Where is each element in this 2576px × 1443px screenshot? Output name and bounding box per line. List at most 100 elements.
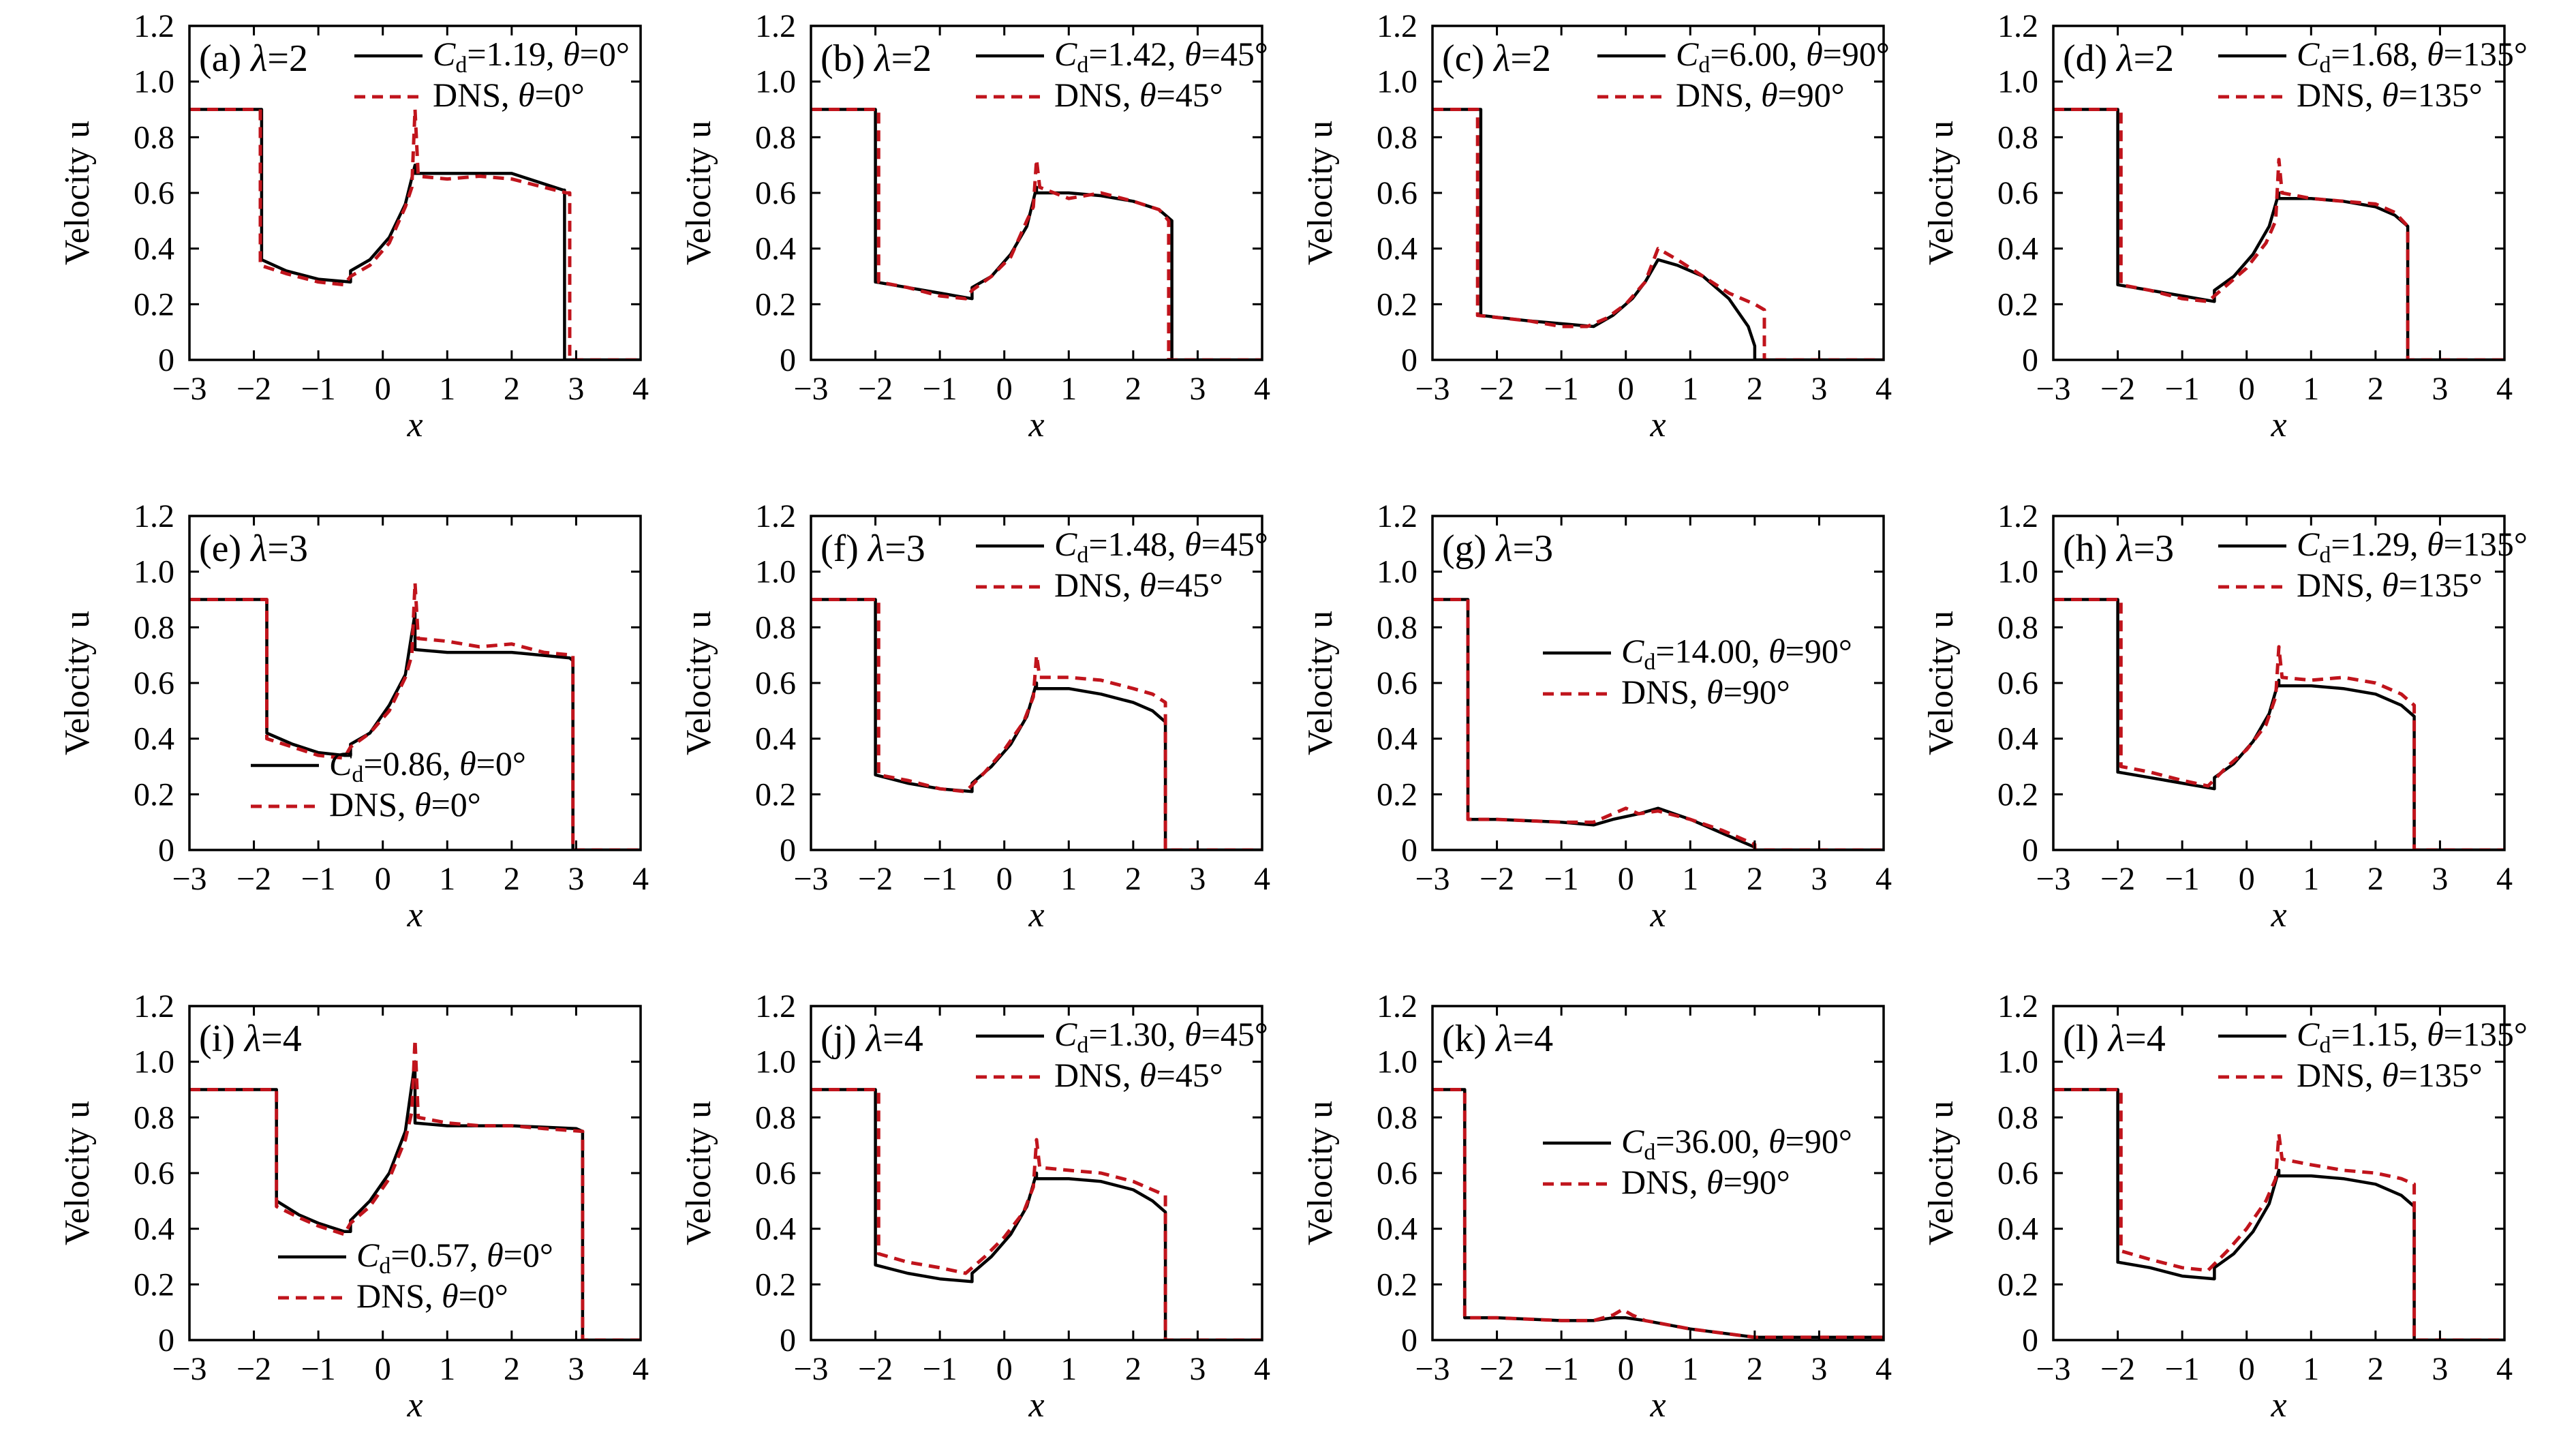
- legend-model-label: Cd=6.00, θ=90°: [1676, 35, 1890, 78]
- y-axis-label: Velocity u: [679, 1101, 718, 1245]
- x-tick-label: −3: [1415, 861, 1450, 897]
- panel-d: −3 −2 −1 0 1 2 3 4 0 0.2 0.4 0.6 0.8 1.0 1.2 x Velocity …: [1922, 8, 2528, 444]
- legend-cd-symbol: C: [2297, 1015, 2320, 1053]
- y-tick-label: 1.2: [755, 8, 796, 44]
- legend-cd-value: =6.00,: [1710, 35, 1806, 73]
- legend-model-label: Cd=0.86, θ=0°: [329, 744, 526, 787]
- legend-theta-symbol: θ: [1184, 1015, 1201, 1053]
- panel-letter: (j): [821, 1018, 866, 1060]
- lambda-symbol: λ: [873, 37, 891, 80]
- legend-dns-label: DNS, θ=135°: [2297, 76, 2483, 114]
- model-series-line: [811, 1088, 1262, 1340]
- x-tick-label: −2: [2100, 371, 2135, 407]
- x-tick-label: 0: [375, 1351, 391, 1387]
- y-tick-label: 1.2: [1997, 988, 2038, 1024]
- dns-series-line: [2053, 1088, 2504, 1340]
- x-tick-label: −1: [1544, 861, 1579, 897]
- legend-cd-value: =0.57,: [390, 1236, 487, 1274]
- y-axis-label-text: Velocity u: [679, 121, 718, 265]
- legend-model-label: Cd=1.42, θ=45°: [1054, 35, 1268, 78]
- x-tick-label: 0: [996, 1351, 1013, 1387]
- panel-letter: (e): [199, 528, 251, 570]
- legend-dns-label: DNS, θ=0°: [433, 76, 585, 114]
- panel-letter: (i): [199, 1018, 245, 1060]
- x-tick-label: 4: [2496, 1351, 2513, 1387]
- y-tick-label: 1.2: [1997, 498, 2038, 534]
- y-tick-label: 0.8: [134, 609, 174, 645]
- legend: Cd=1.30, θ=45°DNS, θ=45°: [976, 1015, 1268, 1094]
- series-group: [1432, 108, 1884, 360]
- y-axis-label: Velocity u: [1301, 611, 1340, 755]
- x-tick-label: −3: [793, 861, 828, 897]
- y-axis-label: Velocity u: [1301, 1101, 1340, 1245]
- legend-cd-subscript: d: [2319, 52, 2331, 78]
- y-tick-label: 1.0: [755, 64, 796, 100]
- x-axis-label: x: [1649, 1386, 1666, 1425]
- legend-dns-label: DNS, θ=0°: [356, 1277, 508, 1315]
- y-tick-label: 0: [2022, 1322, 2038, 1358]
- dns-series-line: [811, 108, 1262, 360]
- y-tick-label: 0.4: [1377, 1211, 1417, 1247]
- x-tick-label: 1: [2303, 1351, 2319, 1387]
- legend-cd-symbol: C: [433, 35, 456, 73]
- y-tick-label: 0.8: [134, 1099, 174, 1136]
- x-tick-label: −1: [1544, 371, 1579, 407]
- x-tick-label: 0: [2239, 1351, 2255, 1387]
- legend-theta-symbol: θ: [459, 744, 476, 783]
- y-tick-label: 0.8: [755, 119, 796, 155]
- legend-dns-label: DNS, θ=90°: [1621, 673, 1790, 711]
- legend-theta-symbol: θ: [1806, 35, 1823, 73]
- legend-theta-symbol: θ: [2382, 566, 2399, 604]
- panel-title: (i) λ=4: [199, 1018, 302, 1060]
- lambda-symbol: λ: [249, 528, 267, 570]
- x-axis-label: x: [2270, 406, 2286, 444]
- y-tick-label: 1.0: [1377, 554, 1417, 590]
- x-tick-label: 2: [504, 1351, 520, 1387]
- legend-cd-value: =0.86,: [363, 744, 459, 783]
- lambda-value: =2: [267, 37, 308, 80]
- x-tick-label: −3: [172, 861, 206, 897]
- legend-dns-name: DNS,: [1054, 566, 1139, 604]
- x-tick-label: 3: [1811, 1351, 1827, 1387]
- lambda-value: =3: [2134, 528, 2175, 570]
- x-tick-label: 2: [1125, 861, 1141, 897]
- lambda-symbol: λ: [2115, 37, 2133, 80]
- y-tick-label: 1.0: [134, 64, 174, 100]
- y-tick-label: 0: [780, 832, 796, 868]
- x-tick-label: −2: [236, 371, 271, 407]
- x-tick-label: 0: [1618, 861, 1634, 897]
- dns-series-line: [189, 581, 641, 850]
- legend: Cd=36.00, θ=90°DNS, θ=90°: [1543, 1122, 1852, 1201]
- panel-letter: (f): [821, 528, 868, 570]
- model-series-line: [189, 598, 641, 850]
- y-tick-label: 1.0: [134, 1044, 174, 1080]
- legend-model-label: Cd=1.48, θ=45°: [1054, 525, 1268, 568]
- x-tick-label: 4: [1875, 861, 1892, 897]
- y-tick-label: 0.2: [1997, 776, 2038, 812]
- legend-dns-label: DNS, θ=90°: [1676, 76, 1845, 114]
- y-tick-label: 0.8: [755, 609, 796, 645]
- y-tick-label: 0.6: [755, 175, 796, 211]
- x-tick-label: −2: [858, 371, 893, 407]
- x-tick-label: −2: [858, 861, 893, 897]
- legend-dns-name: DNS,: [433, 76, 518, 114]
- x-tick-label: 2: [2367, 1351, 2384, 1387]
- legend-cd-value: =14.00,: [1655, 632, 1768, 670]
- y-axis-label-text: Velocity u: [58, 611, 97, 755]
- y-tick-label: 0.4: [1997, 1211, 2038, 1247]
- x-tick-label: 0: [996, 861, 1013, 897]
- x-tick-label: −3: [1415, 1351, 1450, 1387]
- legend-theta-value: =45°: [1156, 1056, 1223, 1094]
- panel-letter: (a): [199, 37, 251, 80]
- x-tick-label: 1: [1682, 861, 1698, 897]
- legend: Cd=0.57, θ=0°DNS, θ=0°: [278, 1236, 553, 1315]
- x-tick-label: 1: [2303, 371, 2319, 407]
- legend-theta-value: =135°: [2399, 566, 2483, 604]
- legend-theta-value: =135°: [2444, 525, 2528, 563]
- y-tick-label: 0: [780, 342, 796, 378]
- x-tick-label: 2: [2367, 861, 2384, 897]
- legend-dns-name: DNS,: [2297, 1056, 2382, 1094]
- legend: Cd=1.15, θ=135°DNS, θ=135°: [2218, 1015, 2528, 1094]
- x-tick-label: −1: [2165, 1351, 2200, 1387]
- legend-theta-value: =90°: [1823, 35, 1890, 73]
